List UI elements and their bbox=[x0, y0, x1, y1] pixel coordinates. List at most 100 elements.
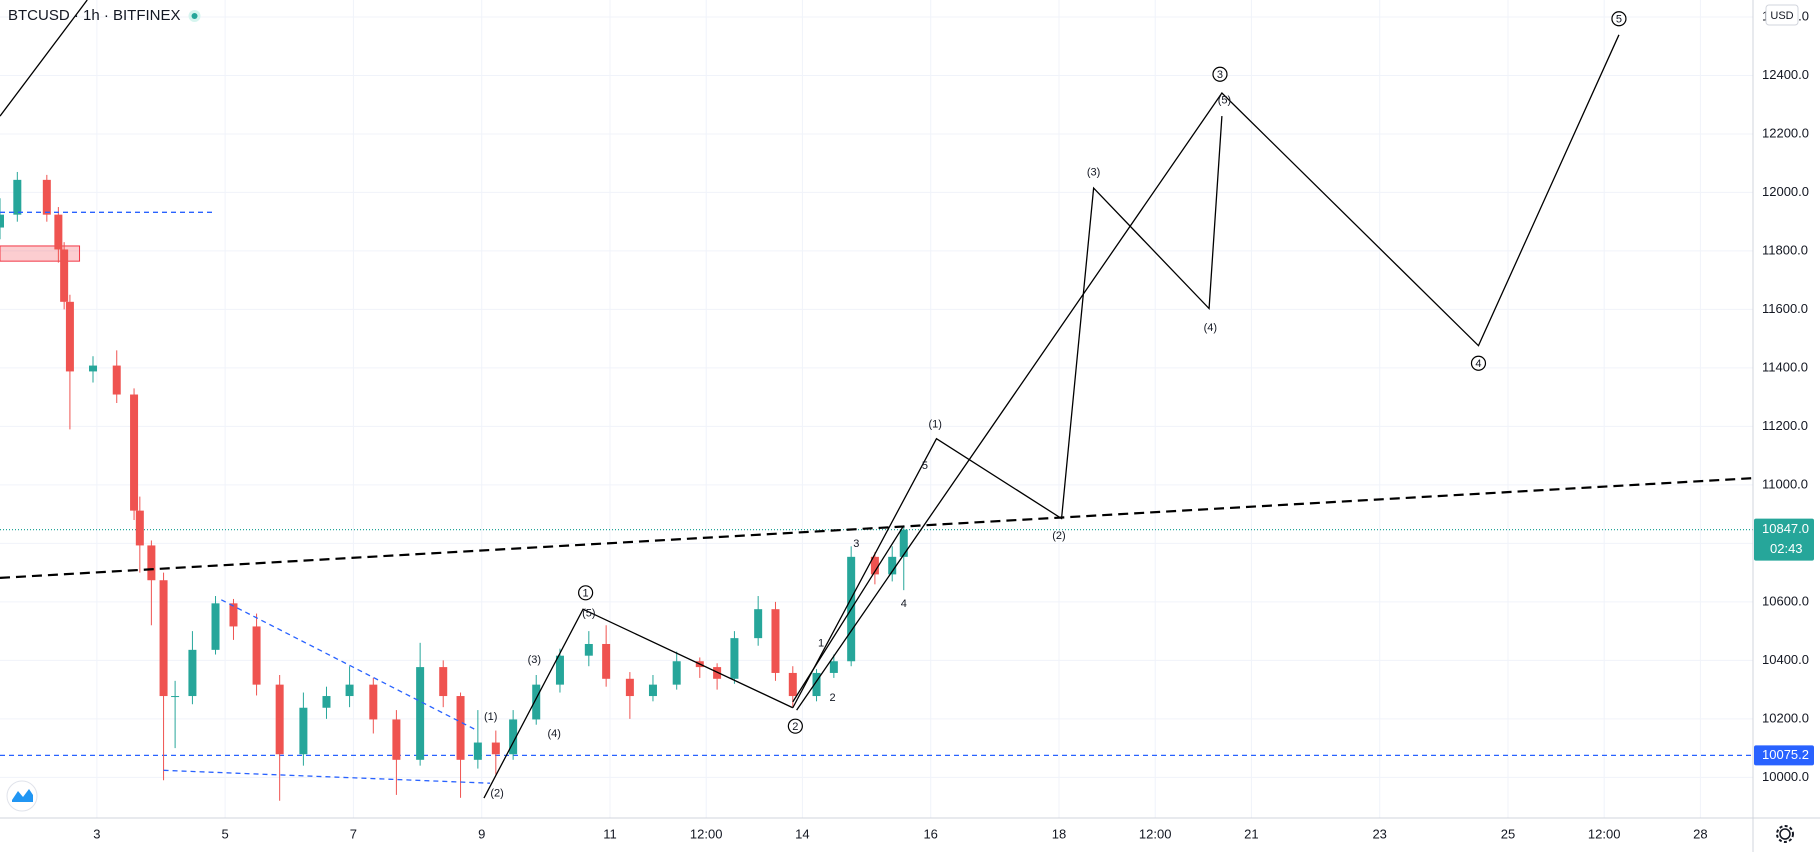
wave-label: 2 bbox=[830, 692, 836, 704]
x-tick-label: 16 bbox=[923, 826, 937, 841]
wave-label: (3) bbox=[1087, 167, 1100, 179]
candle-body bbox=[112, 365, 121, 395]
y-tick-label: 12000.0 bbox=[1762, 184, 1809, 199]
gear-icon[interactable] bbox=[1779, 828, 1791, 840]
x-tick-label: 23 bbox=[1372, 826, 1386, 841]
level-tag-label: 10075.2 bbox=[1762, 747, 1809, 762]
x-tick-label: 28 bbox=[1693, 826, 1707, 841]
y-tick-label: 12200.0 bbox=[1762, 125, 1809, 140]
drawing-line bbox=[792, 116, 1223, 709]
candle-body bbox=[392, 719, 401, 760]
wave-label: (4) bbox=[547, 728, 560, 740]
candle-body bbox=[532, 684, 541, 720]
x-tick-label: 12:00 bbox=[1139, 826, 1172, 841]
drawing-line bbox=[220, 599, 479, 732]
x-tick-label: 7 bbox=[350, 826, 357, 841]
status-indicator-dot bbox=[191, 13, 198, 19]
candle-body bbox=[555, 655, 564, 685]
candle-body bbox=[130, 394, 139, 511]
wave-label: (1) bbox=[484, 711, 497, 723]
candle-body bbox=[299, 707, 308, 755]
candle-body bbox=[147, 545, 156, 581]
wave-label: 1 bbox=[818, 638, 824, 650]
wave-label: (5) bbox=[1218, 95, 1231, 107]
candle-body bbox=[252, 626, 261, 685]
y-tick-label: 12400.0 bbox=[1762, 67, 1809, 82]
grid bbox=[0, 0, 1753, 818]
candle-body bbox=[870, 556, 879, 575]
wave-label: 3 bbox=[1217, 69, 1223, 81]
symbol-header: BTCUSD · 1h · BITFINEX bbox=[8, 7, 181, 24]
wave-label: 4 bbox=[901, 598, 907, 610]
wave-label: (2) bbox=[490, 787, 503, 799]
candle-body bbox=[13, 179, 22, 215]
candle-body bbox=[829, 661, 838, 673]
y-tick-label: 10400.0 bbox=[1762, 652, 1809, 667]
candle-body bbox=[788, 672, 797, 697]
wave-label: (4) bbox=[1204, 322, 1217, 334]
drawing-line bbox=[792, 525, 905, 703]
gear-teeth[interactable] bbox=[1776, 825, 1794, 843]
currency-box[interactable] bbox=[1765, 4, 1799, 26]
candle-body bbox=[899, 529, 908, 557]
drawing-line bbox=[0, 477, 1753, 579]
wave-label-circle bbox=[1470, 355, 1487, 371]
candle-body bbox=[754, 609, 763, 639]
price-tag-label: 10847.0 bbox=[1762, 521, 1809, 536]
y-tick-label: 11600.0 bbox=[1762, 301, 1808, 316]
drawing-line bbox=[163, 769, 491, 784]
level-tag bbox=[1754, 745, 1814, 766]
candle-body bbox=[473, 742, 482, 760]
drawing-line bbox=[0, 0, 88, 117]
candle-body bbox=[771, 609, 780, 673]
x-tick-label: 3 bbox=[93, 826, 100, 841]
y-tick-label: 11800.0 bbox=[1762, 242, 1808, 257]
wave-label: (1) bbox=[928, 418, 941, 430]
wave-label: 4 bbox=[1475, 358, 1481, 370]
wave-label-circle bbox=[578, 585, 594, 601]
candle-body bbox=[211, 603, 220, 650]
candle-body bbox=[625, 678, 634, 697]
y-tick-label: 11000.0 bbox=[1762, 476, 1808, 491]
candle-body bbox=[369, 684, 378, 720]
wave-label-circle bbox=[1611, 11, 1627, 27]
x-tick-label: 14 bbox=[795, 826, 809, 841]
candle-body bbox=[159, 580, 168, 697]
drawing-line bbox=[483, 608, 794, 799]
x-tick-label: 25 bbox=[1501, 826, 1515, 841]
drawing-line bbox=[796, 34, 1620, 711]
y-tick-label: 10200.0 bbox=[1762, 710, 1809, 725]
wave-label: 3 bbox=[853, 538, 859, 550]
x-tick-label: 12:00 bbox=[690, 826, 723, 841]
settings-button[interactable] bbox=[1776, 825, 1794, 843]
candle-body bbox=[509, 719, 518, 755]
candle-body bbox=[171, 696, 180, 698]
candle-body bbox=[584, 643, 593, 656]
candle-body bbox=[416, 667, 425, 760]
y-tick-label: 11400.0 bbox=[1762, 359, 1808, 374]
candle-body bbox=[345, 684, 354, 697]
wave-label: 2 bbox=[792, 721, 798, 733]
candle-body bbox=[89, 365, 98, 372]
wave-label-circle bbox=[787, 718, 803, 734]
axes: 10000.010200.010400.010600.010800.011000… bbox=[93, 8, 1814, 841]
logo[interactable] bbox=[6, 780, 38, 812]
wave-label: (3) bbox=[528, 654, 541, 666]
wave-label-circle bbox=[1212, 66, 1228, 82]
candle-body bbox=[188, 649, 197, 697]
candle-body bbox=[54, 214, 63, 250]
x-tick-label: 11 bbox=[603, 826, 617, 841]
candle-body bbox=[322, 696, 331, 708]
candle-body bbox=[491, 742, 500, 755]
y-tick-label: 10000.0 bbox=[1762, 769, 1809, 784]
currency-label[interactable]: USD bbox=[1770, 10, 1793, 22]
price-tag bbox=[1754, 518, 1814, 561]
candle-body bbox=[812, 672, 821, 697]
plot-area: 1 2 3 4 5 (1) (2) (3) (4) (5) (1) (2) (3) (4) (5) 1 2 3 4 5 bbox=[0, 0, 1753, 801]
candle-body bbox=[42, 179, 51, 215]
wave-label: (5) bbox=[582, 608, 595, 620]
candle-body bbox=[275, 684, 284, 755]
logo-mark[interactable] bbox=[12, 789, 33, 802]
